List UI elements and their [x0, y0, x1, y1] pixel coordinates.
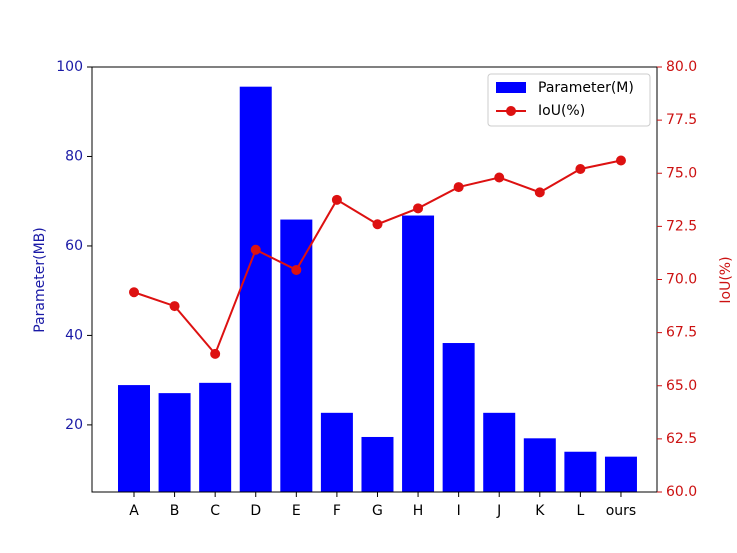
legend-swatch — [496, 82, 526, 93]
y2-tick-label: 72.5 — [666, 218, 697, 234]
bar — [280, 219, 313, 493]
y-tick-label: 20 — [65, 417, 83, 433]
bar — [564, 451, 597, 492]
x-tick-label: F — [333, 503, 341, 519]
bar — [604, 456, 637, 492]
bar — [442, 343, 475, 492]
legend-label: Parameter(M) — [538, 80, 634, 96]
x-tick-label: A — [129, 503, 139, 519]
y-axis-label: Parameter(MB) — [32, 227, 48, 332]
marker — [534, 187, 545, 198]
y2-tick-label: 77.5 — [666, 112, 697, 128]
x-tick-label: L — [576, 503, 584, 519]
x-tick-label: D — [250, 503, 261, 519]
x-tick-label: G — [372, 503, 383, 519]
marker — [250, 244, 261, 255]
bar — [118, 385, 150, 492]
x-tick-label: E — [292, 503, 301, 519]
x-tick-label: ours — [606, 503, 637, 519]
marker — [372, 219, 383, 230]
x-tick-label: H — [413, 503, 424, 519]
x-tick-label: K — [535, 503, 545, 519]
marker — [453, 182, 464, 193]
y2-tick-label: 65.0 — [666, 378, 697, 394]
legend-marker — [506, 106, 516, 116]
bar — [239, 86, 272, 493]
marker — [575, 164, 586, 174]
marker — [615, 155, 626, 166]
marker — [494, 172, 505, 183]
y-tick-label: 40 — [65, 327, 83, 343]
legend-label: IoU(%) — [538, 103, 585, 119]
marker — [413, 203, 424, 214]
marker — [210, 348, 221, 359]
marker — [169, 301, 180, 312]
x-tick-label: C — [210, 503, 220, 519]
y-tick-label: 60 — [65, 238, 83, 254]
x-tick-label: I — [457, 503, 461, 519]
y2-axis-label: IoU(%) — [718, 256, 734, 303]
y2-tick-label: 70.0 — [666, 272, 697, 288]
y-tick-label: 80 — [65, 148, 83, 164]
y2-tick-label: 60.0 — [666, 484, 697, 500]
bar — [158, 393, 191, 492]
marker — [291, 264, 302, 275]
line — [133, 159, 622, 356]
bar — [361, 436, 394, 492]
x-tick-label: B — [170, 503, 180, 519]
bar — [483, 412, 516, 492]
bar — [199, 382, 232, 492]
y2-tick-label: 80.0 — [666, 59, 697, 75]
marker — [331, 194, 342, 205]
legend-box — [487, 73, 651, 127]
x-tick-label: J — [496, 503, 501, 519]
y2-tick-label: 67.5 — [666, 325, 697, 341]
y2-tick-label: 62.5 — [666, 431, 697, 447]
marker — [129, 287, 139, 298]
bar — [320, 412, 353, 492]
y-tick-label: 100 — [56, 59, 83, 75]
y2-tick-label: 75.0 — [666, 165, 697, 181]
bar — [523, 438, 556, 492]
bar — [402, 215, 435, 493]
